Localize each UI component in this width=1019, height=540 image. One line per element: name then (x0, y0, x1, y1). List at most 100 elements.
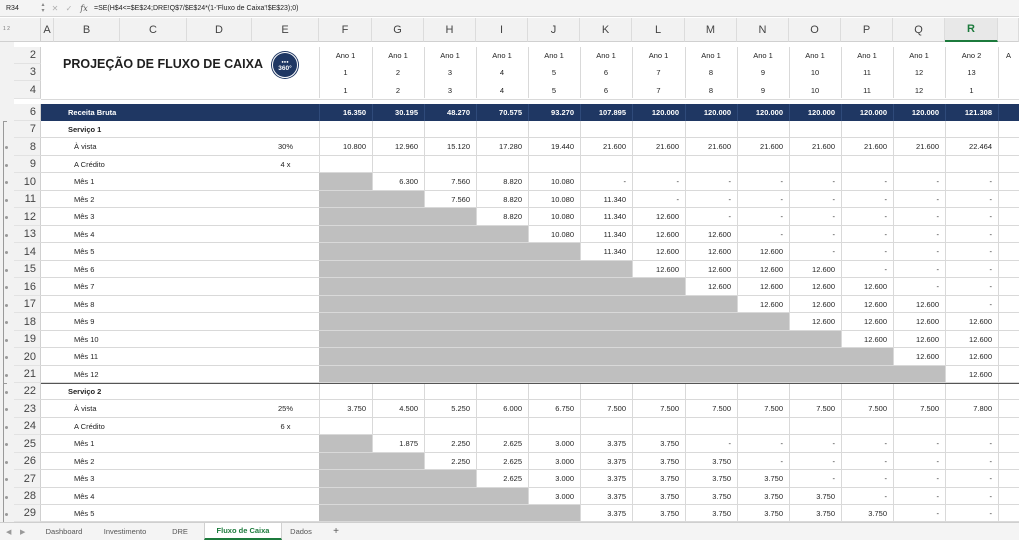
value-cell[interactable] (372, 226, 424, 242)
value-cell[interactable] (737, 366, 789, 382)
value-cell[interactable]: 3.750 (868, 508, 887, 518)
period-header-cell[interactable]: 11 (863, 68, 871, 77)
parameter-value[interactable]: 6 x (280, 421, 291, 431)
value-cell[interactable] (424, 261, 476, 277)
value-cell[interactable] (685, 348, 737, 365)
column-header-r[interactable]: R (945, 18, 998, 42)
period-header-cell[interactable]: Ano 1 (335, 51, 356, 60)
tab-dre[interactable]: DRE (172, 527, 188, 536)
value-cell[interactable] (319, 156, 372, 172)
value-cell[interactable] (685, 313, 737, 330)
value-cell[interactable]: 21.600 (603, 142, 626, 151)
value-cell[interactable]: 12.600 (969, 369, 992, 379)
value-cell[interactable] (319, 331, 372, 347)
outline-bracket[interactable] (3, 383, 7, 522)
period-header-cell[interactable]: Ano 1 (857, 51, 877, 60)
value-cell[interactable]: - (832, 229, 836, 239)
row-header-7[interactable]: 7 (14, 121, 41, 138)
value-cell[interactable]: 10.080 (551, 194, 574, 204)
value-cell[interactable]: 11.340 (603, 247, 626, 256)
value-cell[interactable]: 21.600 (656, 142, 679, 151)
value-cell[interactable]: - (936, 282, 940, 291)
value-cell[interactable]: 3.750 (712, 491, 731, 501)
row-header-3[interactable]: 3 (14, 64, 41, 81)
value-cell[interactable] (528, 278, 580, 295)
select-all-corner[interactable]: 1 2 (0, 18, 41, 42)
period-header-cell[interactable]: Ano 1 (909, 51, 929, 60)
row-header-16[interactable]: 16 (14, 278, 41, 296)
value-cell[interactable]: 12.600 (760, 247, 783, 256)
value-cell[interactable]: - (728, 439, 732, 448)
value-cell[interactable] (945, 156, 998, 172)
value-cell[interactable] (476, 296, 528, 312)
value-cell[interactable]: 21.600 (812, 142, 835, 151)
value-cell[interactable]: 3.375 (607, 491, 626, 501)
value-cell[interactable]: - (936, 439, 940, 448)
value-cell[interactable] (632, 313, 685, 330)
period-header-cell[interactable]: 2 (395, 68, 401, 77)
value-cell[interactable]: - (623, 177, 627, 186)
value-cell[interactable]: 12.600 (916, 299, 939, 309)
value-cell[interactable] (528, 156, 580, 172)
value-cell[interactable] (632, 296, 685, 312)
value-cell[interactable]: - (884, 491, 888, 501)
value-cell[interactable] (737, 331, 789, 347)
value-cell[interactable] (319, 173, 372, 190)
value-cell[interactable]: - (832, 247, 836, 256)
row-header-14[interactable]: 14 (14, 243, 41, 261)
value-cell[interactable]: 120.000 (911, 108, 939, 117)
period-header-cell[interactable]: 4 (499, 85, 505, 95)
period-header-cell[interactable] (998, 64, 1019, 81)
value-cell[interactable]: - (728, 177, 732, 186)
value-cell[interactable]: 2.250 (451, 439, 470, 448)
period-header-cell[interactable]: 4 (499, 68, 505, 77)
value-cell[interactable] (476, 505, 528, 521)
value-cell[interactable]: 3.375 (607, 508, 626, 518)
value-cell[interactable] (580, 313, 632, 330)
row-header-29[interactable]: 29 (14, 505, 41, 522)
row-header-12[interactable]: 12 (14, 208, 41, 226)
value-cell[interactable]: 3.750 (347, 404, 366, 413)
value-cell[interactable]: 3.000 (555, 439, 574, 448)
tab-fluxo-de-caixa[interactable]: Fluxo de Caixa (204, 523, 282, 540)
value-cell[interactable] (424, 348, 476, 365)
value-cell[interactable] (528, 313, 580, 330)
period-header-cell[interactable]: 12 (914, 68, 924, 77)
value-cell[interactable]: - (989, 194, 993, 204)
value-cell[interactable]: 120.000 (651, 108, 679, 117)
value-cell[interactable]: - (989, 299, 993, 309)
period-header-cell[interactable] (998, 81, 1019, 99)
value-cell[interactable]: 3.000 (555, 456, 574, 466)
value-cell[interactable] (372, 208, 424, 225)
value-cell[interactable]: - (832, 212, 836, 221)
period-header-cell[interactable]: 9 (760, 68, 766, 77)
value-cell[interactable]: - (936, 491, 940, 501)
value-cell[interactable]: 3.750 (660, 491, 679, 501)
tab-dashboard[interactable]: Dashboard (45, 527, 83, 536)
value-cell[interactable] (319, 348, 372, 365)
column-header-k[interactable]: K (580, 18, 632, 42)
value-cell[interactable] (580, 278, 632, 295)
value-cell[interactable]: - (936, 194, 940, 204)
value-cell[interactable]: 3.750 (712, 474, 731, 483)
value-cell[interactable]: 10.080 (551, 229, 574, 239)
column-header-j[interactable]: J (528, 18, 580, 42)
value-cell[interactable] (319, 278, 372, 295)
value-cell[interactable]: 3.750 (816, 508, 835, 518)
value-cell[interactable]: 3.750 (816, 491, 835, 501)
value-cell[interactable]: 12.600 (760, 264, 783, 274)
value-cell[interactable] (737, 313, 789, 330)
period-header-cell[interactable]: 13 (967, 68, 976, 77)
row-header-17[interactable]: 17 (14, 296, 41, 313)
value-cell[interactable]: 15.120 (447, 142, 470, 151)
value-cell[interactable]: 21.600 (916, 142, 939, 151)
value-cell[interactable] (319, 208, 372, 225)
value-cell[interactable] (580, 261, 632, 277)
value-cell[interactable]: 12.600 (916, 317, 939, 326)
value-cell[interactable]: 3.750 (660, 439, 679, 448)
value-cell[interactable] (528, 418, 580, 434)
value-cell[interactable] (476, 278, 528, 295)
value-cell[interactable] (528, 348, 580, 365)
value-cell[interactable] (841, 156, 893, 172)
value-cell[interactable] (528, 505, 580, 521)
